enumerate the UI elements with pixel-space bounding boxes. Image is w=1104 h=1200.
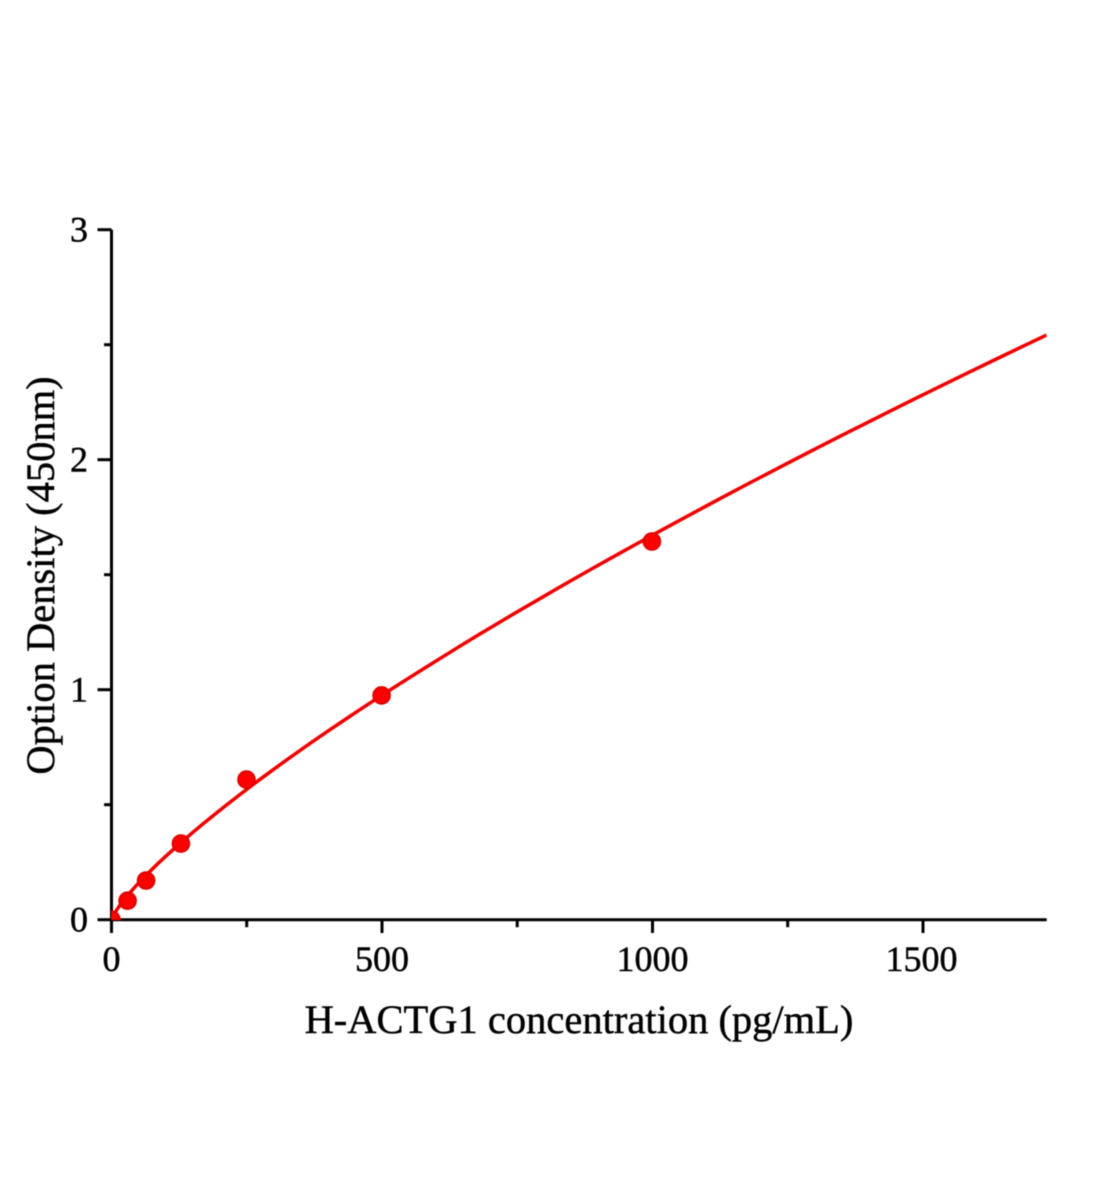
svg-text:H-ACTG1 concentration (pg/mL): H-ACTG1 concentration (pg/mL) [305, 997, 854, 1042]
svg-text:0: 0 [70, 900, 88, 940]
svg-text:1: 1 [70, 670, 88, 710]
svg-text:2: 2 [70, 440, 88, 480]
svg-text:Option Density (450nm): Option Density (450nm) [18, 376, 63, 774]
svg-text:500: 500 [355, 939, 409, 979]
svg-text:1500: 1500 [886, 939, 958, 979]
svg-text:3: 3 [70, 210, 88, 250]
svg-text:0: 0 [103, 939, 121, 979]
svg-text:1000: 1000 [617, 939, 689, 979]
